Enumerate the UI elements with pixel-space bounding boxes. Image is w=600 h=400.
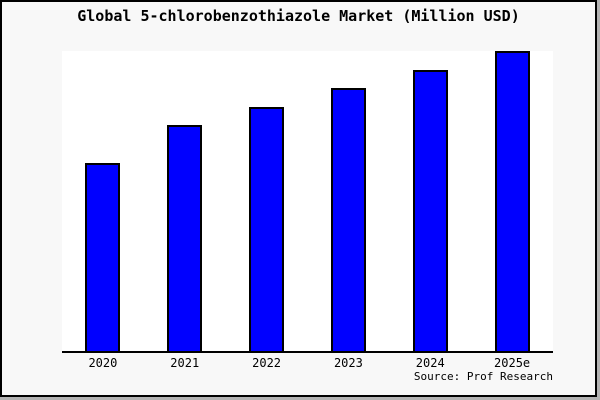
- source-credit: Source: Prof Research: [413, 370, 553, 383]
- x-axis-label-2025e: 2025e: [494, 356, 531, 370]
- bar-2022: [249, 107, 285, 351]
- x-axis-label-2022: 2022: [252, 356, 282, 370]
- bar-2021: [167, 125, 203, 351]
- x-axis-label-2023: 2023: [333, 356, 363, 370]
- x-axis-label-2024: 2024: [415, 356, 445, 370]
- chart-title: Global 5-chlorobenzothiazole Market (Mil…: [77, 7, 520, 25]
- x-axis-label-2020: 2020: [88, 356, 118, 370]
- bar-2024: [412, 70, 448, 351]
- bar-2025e: [494, 51, 530, 351]
- plot-area: [62, 51, 553, 353]
- x-axis-label-2021: 2021: [170, 356, 200, 370]
- bar-2023: [330, 88, 366, 351]
- bar-2020: [85, 163, 121, 351]
